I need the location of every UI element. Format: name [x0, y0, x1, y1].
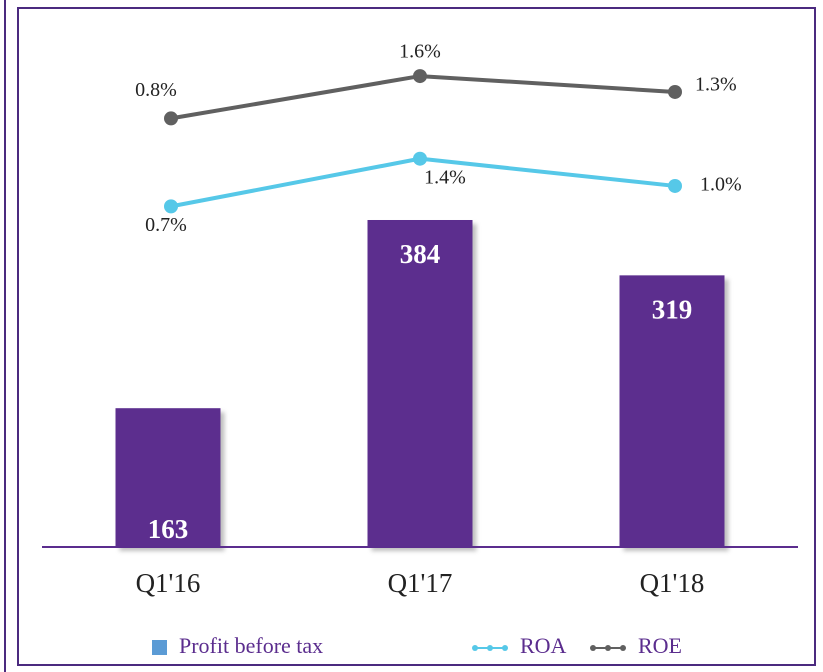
x-tick-label: Q1'16 [136, 568, 201, 598]
legend-label: ROA [520, 633, 567, 658]
bar-value-label: 319 [652, 295, 693, 325]
x-tick-label: Q1'17 [388, 568, 453, 598]
legend-label: ROE [638, 633, 682, 658]
legend-swatch [152, 640, 167, 655]
bar-value-label: 163 [148, 514, 189, 544]
line-value-label: 1.0% [700, 174, 742, 196]
line-point [413, 151, 427, 166]
panel-border [17, 7, 816, 666]
line-value-label: 1.3% [695, 74, 737, 96]
line [170, 74, 676, 121]
line-value-label: 0.7% [145, 214, 187, 236]
line [170, 156, 676, 209]
bar [619, 275, 725, 547]
legend-swatch-dot [605, 645, 611, 651]
line-value-label: 1.6% [399, 41, 441, 63]
line-point [164, 111, 178, 126]
x-tick-label: Q1'18 [640, 568, 705, 598]
line-point [164, 199, 178, 214]
legend-swatch-dot [502, 645, 508, 651]
legend-swatch-dot [487, 645, 493, 651]
legend-swatch-dot [620, 645, 626, 651]
bar [115, 408, 221, 547]
bar [367, 220, 473, 547]
legend-swatch-dot [472, 645, 478, 651]
bar-value-label: 384 [400, 239, 441, 269]
line-value-label: 0.8% [135, 79, 177, 101]
legend-swatch-dot [590, 645, 596, 651]
legend-label: Profit before tax [179, 633, 323, 658]
line-value-label: 1.4% [424, 166, 466, 188]
line-point [413, 69, 427, 84]
line-point [668, 178, 682, 193]
line-point [668, 84, 682, 99]
